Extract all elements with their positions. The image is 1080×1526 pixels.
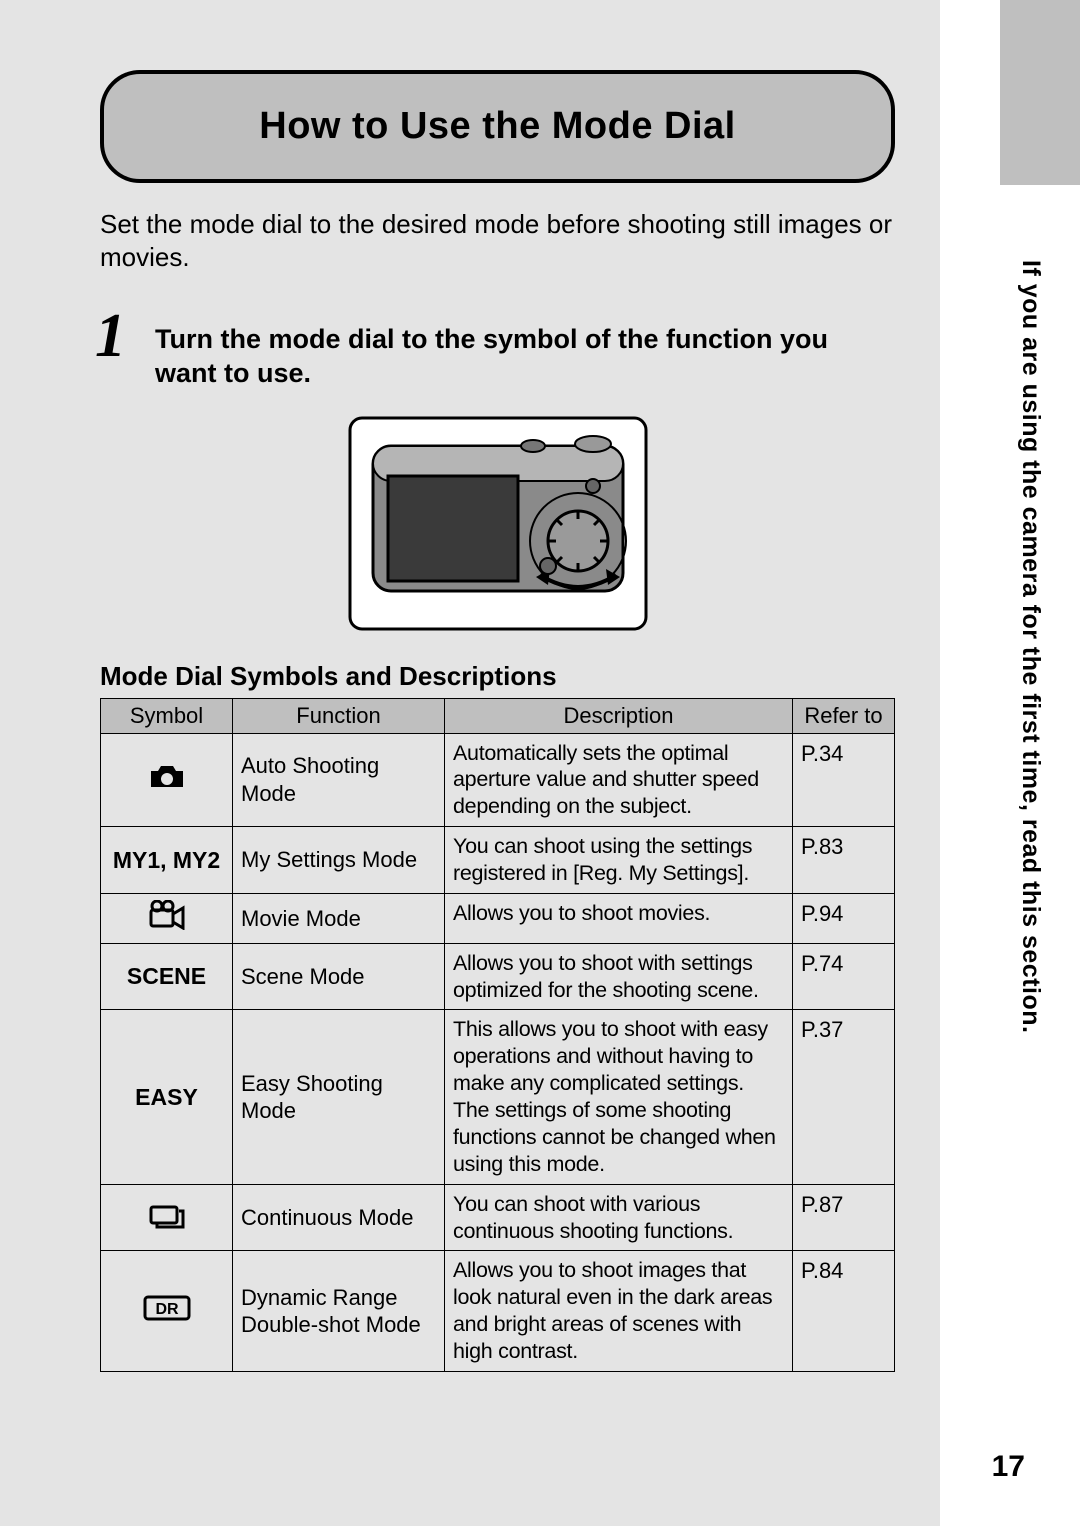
table-subheading: Mode Dial Symbols and Descriptions <box>100 661 895 692</box>
symbol-cell <box>101 893 233 943</box>
step-instruction: Turn the mode dial to the symbol of the … <box>155 323 895 391</box>
table-row: Auto Shooting ModeAutomatically sets the… <box>101 733 895 827</box>
table-row: DR Dynamic Range Double-shot ModeAllows y… <box>101 1251 895 1372</box>
refer-cell: P.84 <box>793 1251 895 1372</box>
description-cell: You can shoot using the settings registe… <box>445 827 793 894</box>
description-cell: Allows you to shoot movies. <box>445 893 793 943</box>
function-cell: Movie Mode <box>233 893 445 943</box>
refer-cell: P.74 <box>793 943 895 1010</box>
description-cell: Automatically sets the optimal aperture … <box>445 733 793 827</box>
table-row: Continuous ModeYou can shoot with variou… <box>101 1184 895 1251</box>
symbol-cell: MY1, MY2 <box>101 827 233 894</box>
table-row: EASYEasy Shooting ModeThis allows you to… <box>101 1010 895 1184</box>
mode-dial-table: Symbol Function Description Refer to Aut… <box>100 698 895 1372</box>
movie-icon <box>145 900 189 937</box>
intro-paragraph: Set the mode dial to the desired mode be… <box>100 208 895 273</box>
col-description: Description <box>445 698 793 733</box>
side-tab: If you are using the camera for the firs… <box>940 0 1080 1526</box>
function-cell: Easy Shooting Mode <box>233 1010 445 1184</box>
dr-icon: DR <box>142 1294 192 1329</box>
function-cell: Scene Mode <box>233 943 445 1010</box>
refer-cell: P.83 <box>793 827 895 894</box>
table-row: SCENEScene ModeAllows you to shoot with … <box>101 943 895 1010</box>
refer-cell: P.87 <box>793 1184 895 1251</box>
description-cell: Allows you to shoot images that look nat… <box>445 1251 793 1372</box>
table-row: MY1, MY2My Settings ModeYou can shoot us… <box>101 827 895 894</box>
content-area: How to Use the Mode Dial Set the mode di… <box>0 0 940 1526</box>
refer-cell: P.37 <box>793 1010 895 1184</box>
function-cell: Auto Shooting Mode <box>233 733 445 827</box>
symbol-cell <box>101 733 233 827</box>
symbol-cell <box>101 1184 233 1251</box>
table-row: Movie ModeAllows you to shoot movies.P.9… <box>101 893 895 943</box>
table-header-row: Symbol Function Description Refer to <box>101 698 895 733</box>
step-1: 1 Turn the mode dial to the symbol of th… <box>100 323 895 391</box>
description-cell: Allows you to shoot with settings optimi… <box>445 943 793 1010</box>
refer-cell: P.94 <box>793 893 895 943</box>
refer-cell: P.34 <box>793 733 895 827</box>
description-cell: This allows you to shoot with easy opera… <box>445 1010 793 1184</box>
section-title: How to Use the Mode Dial <box>259 105 735 148</box>
step-number: 1 <box>95 301 126 372</box>
function-cell: Continuous Mode <box>233 1184 445 1251</box>
description-cell: You can shoot with various continuous sh… <box>445 1184 793 1251</box>
function-cell: My Settings Mode <box>233 827 445 894</box>
continuous-icon <box>145 1199 189 1236</box>
side-note: If you are using the camera for the firs… <box>1016 260 1045 1033</box>
col-refer: Refer to <box>793 698 895 733</box>
function-cell: Dynamic Range Double-shot Mode <box>233 1251 445 1372</box>
symbol-cell: EASY <box>101 1010 233 1184</box>
svg-text:DR: DR <box>155 1301 179 1318</box>
col-function: Function <box>233 698 445 733</box>
side-tab-marker <box>1000 0 1080 185</box>
symbol-cell: SCENE <box>101 943 233 1010</box>
camera-illustration <box>348 416 648 631</box>
section-title-box: How to Use the Mode Dial <box>100 70 895 183</box>
manual-page: How to Use the Mode Dial Set the mode di… <box>0 0 1080 1526</box>
page-number: 17 <box>992 1450 1025 1484</box>
symbol-cell: DR <box>101 1251 233 1372</box>
camera-icon <box>147 761 187 798</box>
col-symbol: Symbol <box>101 698 233 733</box>
